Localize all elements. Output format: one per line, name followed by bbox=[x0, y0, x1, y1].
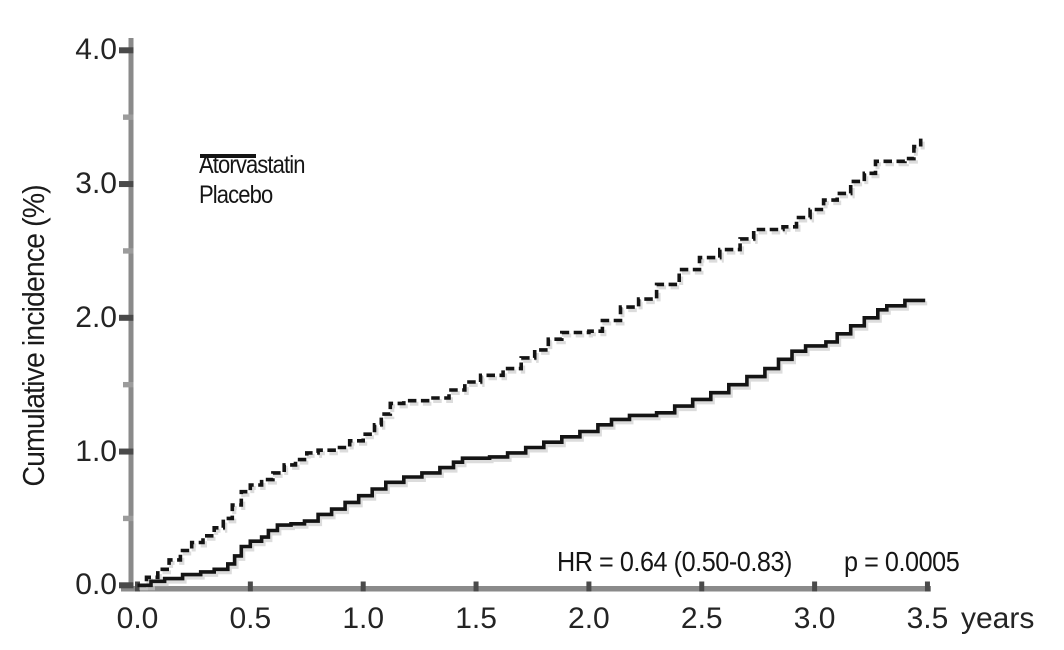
placebo-curve bbox=[137, 138, 923, 588]
x-tick-1 bbox=[360, 581, 366, 592]
y-major-tick-2 bbox=[119, 314, 134, 321]
atorvastatin-curve bbox=[137, 298, 926, 588]
y-major-tick-0 bbox=[119, 582, 134, 589]
y-major-tick-1 bbox=[119, 448, 134, 455]
x-tick-label-2.0: 2.0 bbox=[568, 602, 610, 635]
x-tick-2.5 bbox=[699, 581, 705, 592]
y-tick-label-2.0: 2.0 bbox=[75, 300, 117, 334]
x-tick-label-0.0: 0.0 bbox=[116, 602, 159, 635]
x-tick-1.5 bbox=[473, 581, 479, 592]
x-axis-unit-label: years bbox=[961, 602, 1035, 635]
dashed-line-sample-icon bbox=[200, 154, 256, 158]
x-tick-label-3.0: 3.0 bbox=[793, 602, 836, 635]
x-tick-label-1.5: 1.5 bbox=[455, 602, 497, 635]
legend: Atorvastatin Placebo bbox=[199, 151, 319, 210]
y-minor-tick-1.5 bbox=[123, 381, 134, 388]
x-tick-label-3.5: 3.5 bbox=[906, 602, 949, 635]
x-tick-0.5 bbox=[247, 581, 253, 592]
x-axis-line bbox=[121, 586, 931, 592]
y-minor-tick-2.5 bbox=[123, 248, 134, 254]
placebo-curve-shadow bbox=[139, 141, 925, 591]
stats-annotation: HR = 0.64 (0.50-0.83) p = 0.0005 bbox=[557, 546, 972, 578]
y-axis-title: Cumulative incidence (%) bbox=[16, 185, 51, 487]
p-value-text: p = 0.0005 bbox=[844, 546, 960, 577]
legend-item-placebo: Placebo bbox=[199, 154, 319, 210]
atorvastatin-curve-shadow bbox=[139, 301, 928, 591]
x-tick-label-0.5: 0.5 bbox=[229, 602, 272, 635]
y-minor-tick-3.5 bbox=[123, 114, 134, 120]
legend-label-placebo: Placebo bbox=[199, 181, 273, 209]
y-major-tick-3 bbox=[119, 181, 134, 188]
y-minor-tick-0.5 bbox=[123, 515, 134, 522]
x-tick-3.5 bbox=[924, 581, 930, 592]
y-tick-label-0.0: 0.0 bbox=[75, 568, 117, 602]
y-major-tick-4 bbox=[119, 47, 134, 54]
x-tick-label-1.0: 1.0 bbox=[342, 602, 385, 635]
x-tick-3 bbox=[812, 581, 818, 592]
x-tick-2 bbox=[586, 581, 592, 592]
y-axis-line bbox=[128, 38, 134, 591]
y-tick-label-4.0: 4.0 bbox=[75, 33, 117, 67]
hazard-ratio-text: HR = 0.64 (0.50-0.83) bbox=[557, 546, 792, 577]
y-tick-label-3.0: 3.0 bbox=[75, 167, 117, 201]
x-tick-label-2.5: 2.5 bbox=[680, 602, 723, 635]
y-tick-label-1.0: 1.0 bbox=[75, 434, 117, 468]
